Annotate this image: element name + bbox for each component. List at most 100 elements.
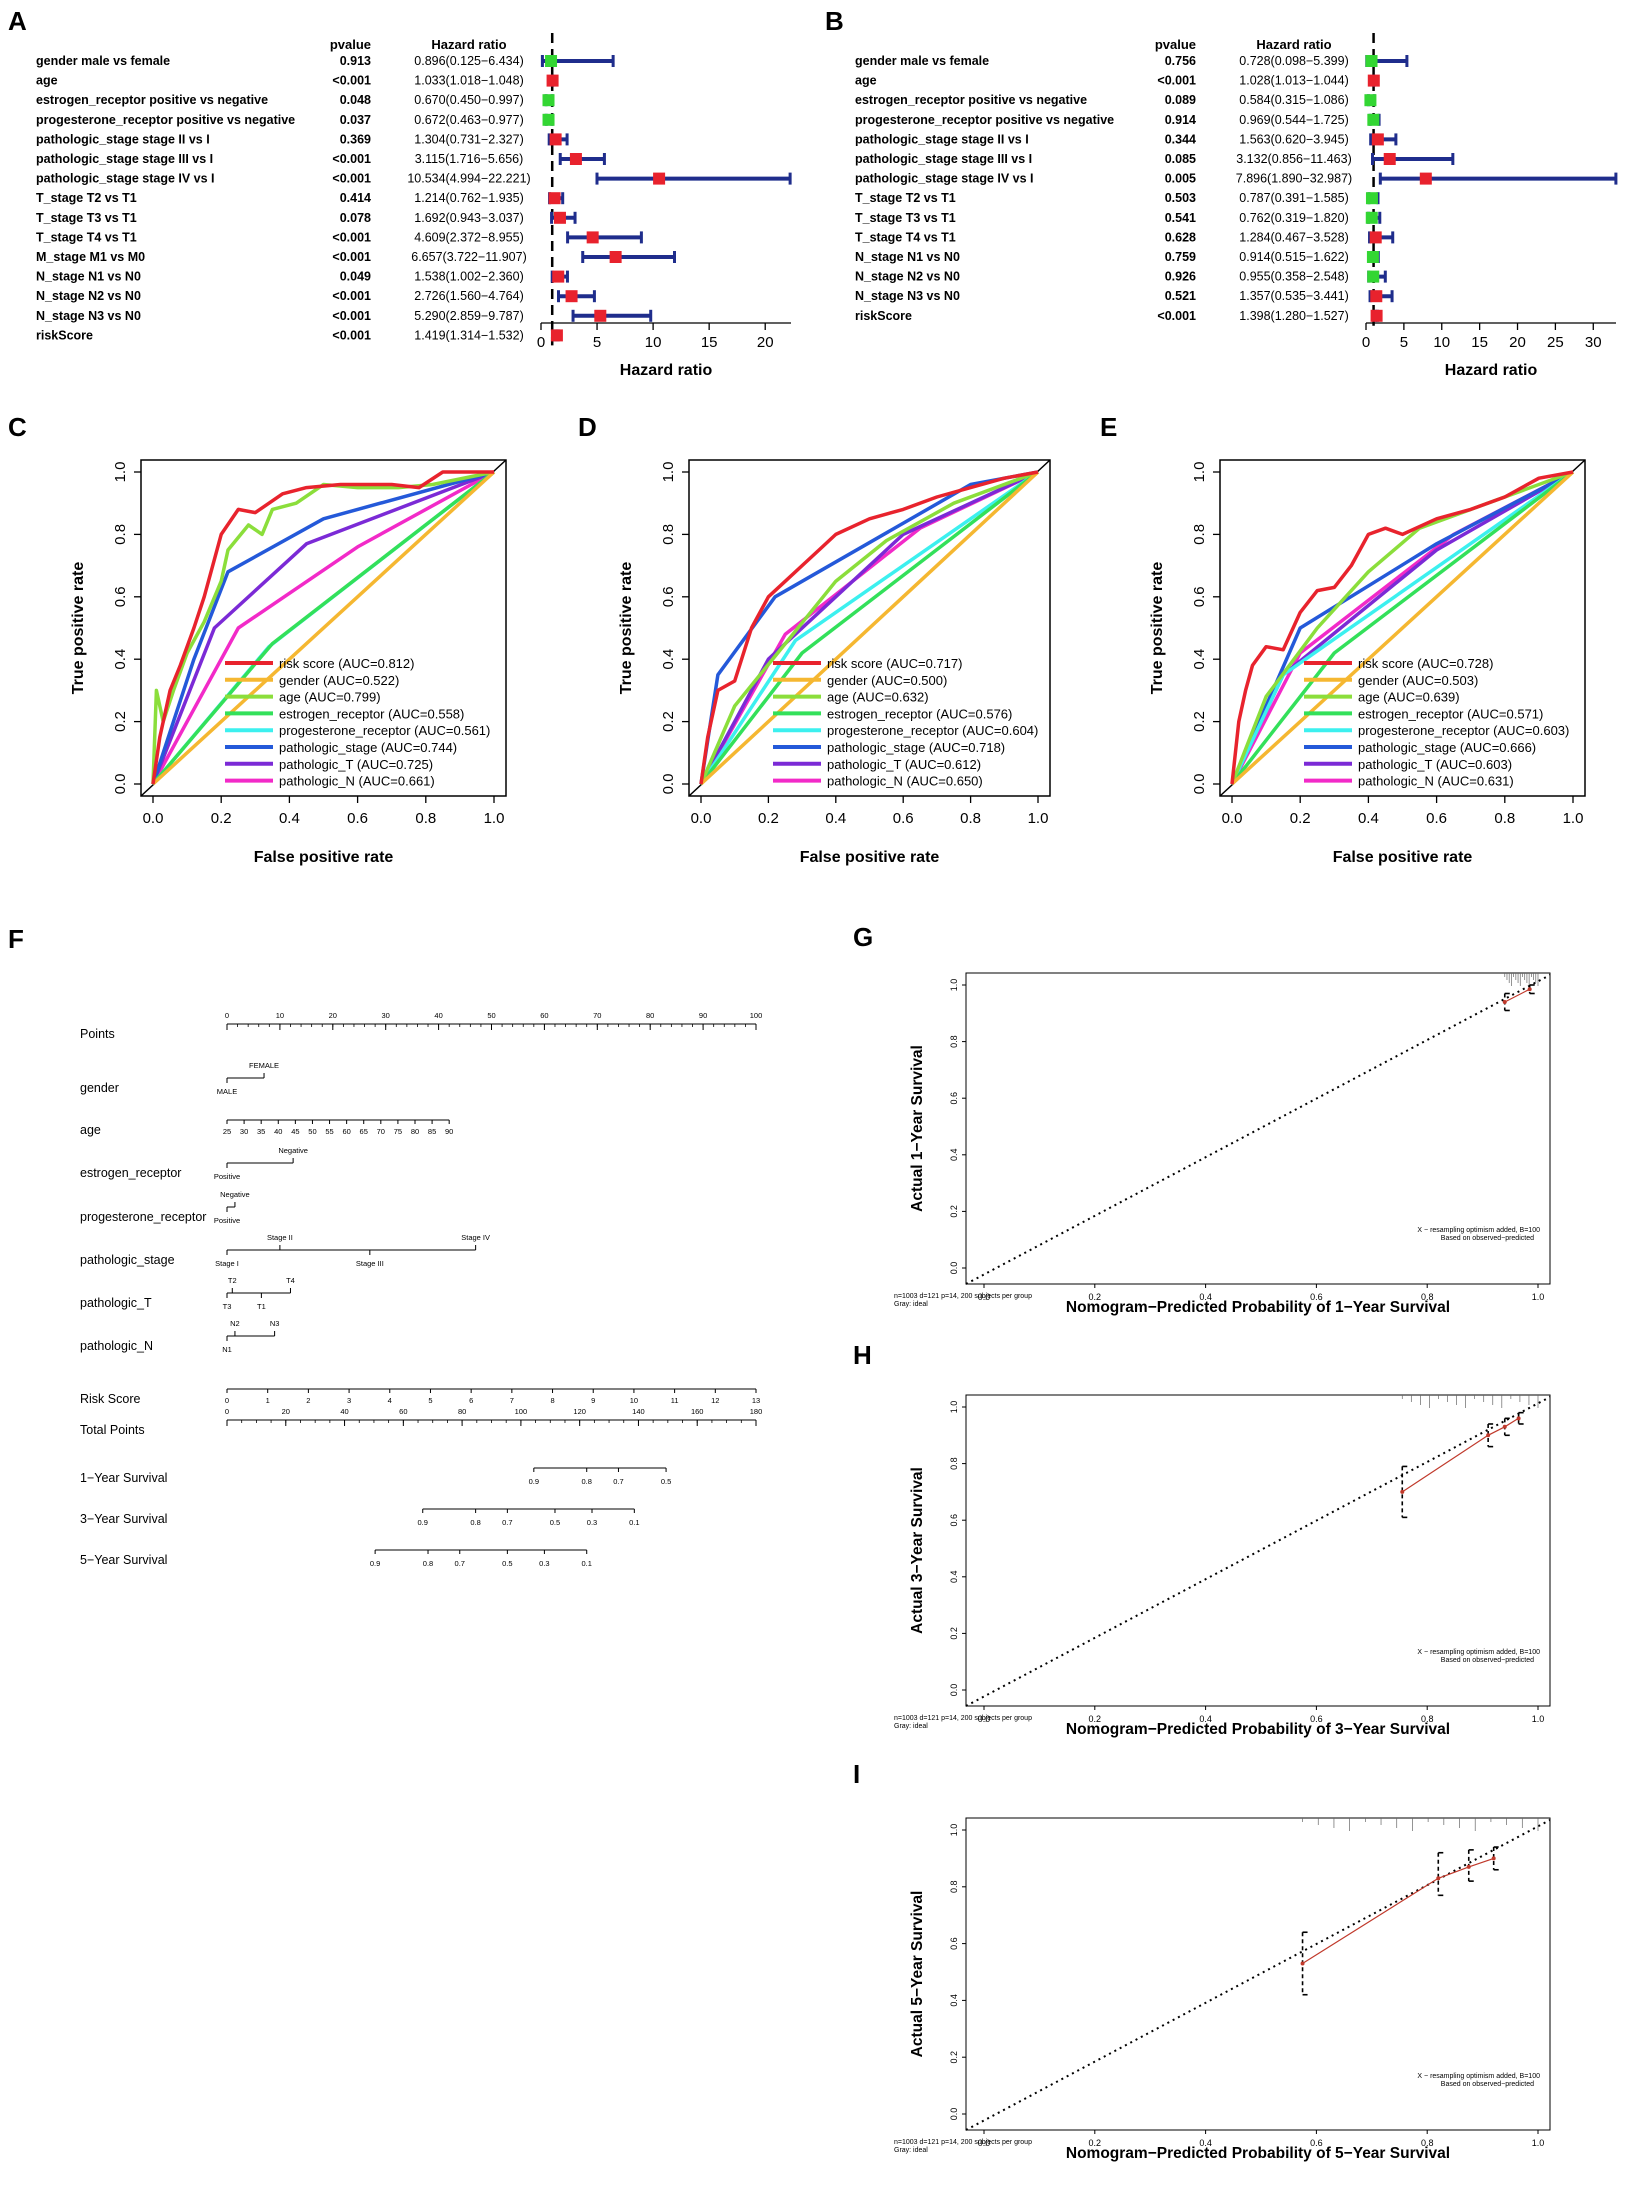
row-hazard-ratio: 0.728(0.098−5.399) xyxy=(1239,54,1348,68)
footnote: n=1003 d=121 p=14, 200 subjects per grou… xyxy=(894,1715,1032,1722)
y-tick-label: 0.8 xyxy=(1191,524,1208,545)
hr-marker xyxy=(1367,74,1380,87)
legend-label: pathologic_T (AUC=0.725) xyxy=(279,757,433,772)
legend-text: X − resampling optimism added, B=100 xyxy=(1417,2073,1540,2080)
row-pvalue: 0.078 xyxy=(340,211,371,225)
row-pvalue: <0.001 xyxy=(1157,74,1196,88)
hr-marker xyxy=(1367,113,1380,126)
scale-label: 100 xyxy=(750,1011,763,1020)
x-tick-label: 5 xyxy=(593,334,601,351)
x-axis-title: Hazard ratio xyxy=(620,362,713,379)
roc-curve-stage xyxy=(151,470,495,785)
row-hazard-ratio: 0.670(0.450−0.997) xyxy=(414,93,523,107)
calibration-point xyxy=(1400,1489,1405,1494)
x-axis-title: False positive rate xyxy=(1333,849,1473,866)
hr-marker xyxy=(609,251,622,263)
calibration-plot-G: G 0.0 0.0 0.2 0.2 0.4 0.4 0.6 0.6 0.8 0.8 1.0 1.0 X −… xyxy=(853,922,1551,1316)
nomogram-row-label: Risk Score xyxy=(80,1392,140,1406)
hr-marker xyxy=(1419,172,1432,185)
x-tick-label: 0.6 xyxy=(347,810,368,827)
scale-label: 10 xyxy=(630,1396,638,1405)
roc-curve-risk xyxy=(699,470,1039,785)
scale-label: 80 xyxy=(458,1407,466,1416)
row-pvalue: <0.001 xyxy=(1157,309,1196,323)
legend-label: progesterone_receptor (AUC=0.604) xyxy=(827,723,1038,738)
row-hazard-ratio: 4.609(2.372−8.955) xyxy=(414,230,523,244)
row-label: T_stage T3 vs T1 xyxy=(36,211,137,225)
row-hazard-ratio: 5.290(2.859−9.787) xyxy=(414,309,523,323)
legend-label: age (AUC=0.639) xyxy=(1358,690,1460,705)
y-axis-title: True positive rate xyxy=(618,562,635,695)
hr-header: Hazard ratio xyxy=(1256,37,1331,52)
hr-marker xyxy=(653,172,666,185)
scale-label: 10 xyxy=(276,1011,284,1020)
category-label: Positive xyxy=(214,1216,240,1225)
probability-label: 0.7 xyxy=(613,1477,623,1486)
category-label: T4 xyxy=(286,1276,295,1285)
hr-marker xyxy=(1365,55,1378,67)
legend-label: pathologic_N (AUC=0.661) xyxy=(279,774,435,789)
roc-curve-estrogen xyxy=(1230,470,1575,786)
hr-marker xyxy=(550,329,563,342)
hr-marker xyxy=(1365,211,1378,224)
x-tick-label: 0.2 xyxy=(211,810,232,827)
category-label: N3 xyxy=(270,1319,280,1328)
x-axis-title: False positive rate xyxy=(800,849,940,866)
x-tick-label: 5 xyxy=(1400,334,1408,351)
scale-label: 70 xyxy=(377,1127,385,1136)
x-tick-label: 1.0 xyxy=(1532,1292,1545,1302)
legend-label: gender (AUC=0.500) xyxy=(827,673,947,688)
row-label: pathologic_stage stage IV vs I xyxy=(36,172,215,186)
calibration-point xyxy=(1502,999,1507,1004)
row-pvalue: 0.926 xyxy=(1165,270,1196,284)
roc-curve-gender xyxy=(151,470,496,786)
row-hazard-ratio: 3.115(1.716−5.656) xyxy=(415,152,524,166)
nomogram-row-label: estrogen_receptor xyxy=(80,1166,181,1180)
roc-curve-t xyxy=(151,470,495,785)
row-label: age xyxy=(855,74,877,88)
y-axis-title: Actual 1−Year Survival xyxy=(909,1045,926,1212)
panel-letter: F xyxy=(8,924,24,954)
row-hazard-ratio: 0.969(0.544−1.725) xyxy=(1239,113,1348,127)
x-tick-label: 0.8 xyxy=(415,810,436,827)
hr-marker xyxy=(1365,192,1378,205)
y-tick-label: 0.4 xyxy=(949,1149,959,1162)
scale-label: 20 xyxy=(329,1011,337,1020)
row-label: pathologic_stage stage II vs I xyxy=(855,132,1029,146)
scale-label: 11 xyxy=(671,1396,679,1405)
legend-text: Based on observed−predicted xyxy=(1441,1235,1534,1242)
scale-label: 1 xyxy=(266,1396,270,1405)
row-hazard-ratio: 1.419(1.314−1.532) xyxy=(414,328,523,342)
row-label: N_stage N2 vs N0 xyxy=(855,270,960,284)
probability-label: 0.3 xyxy=(539,1559,549,1568)
x-tick-label: 0.4 xyxy=(279,810,300,827)
row-hazard-ratio: 0.914(0.515−1.622) xyxy=(1239,250,1348,264)
scale-label: 0 xyxy=(225,1011,229,1020)
row-hazard-ratio: 1.398(1.280−1.527) xyxy=(1239,309,1348,323)
y-tick-label: 0.0 xyxy=(112,774,129,795)
hr-marker xyxy=(1383,153,1396,165)
row-pvalue: 0.759 xyxy=(1165,250,1196,264)
ideal-line xyxy=(965,1396,1551,1707)
y-tick-label: 0.6 xyxy=(112,586,129,607)
legend-label: estrogen_receptor (AUC=0.576) xyxy=(827,706,1012,721)
row-hazard-ratio: 0.955(0.358−2.548) xyxy=(1239,270,1348,284)
y-axis-title: Actual 3−Year Survival xyxy=(909,1467,926,1634)
row-label: N_stage N1 vs N0 xyxy=(36,270,141,284)
panel-letter: E xyxy=(1100,412,1117,442)
scale-label: 25 xyxy=(223,1127,231,1136)
probability-label: 0.8 xyxy=(423,1559,433,1568)
scale-label: 7 xyxy=(510,1396,514,1405)
row-pvalue: 0.085 xyxy=(1165,152,1196,166)
x-tick-label: 15 xyxy=(1471,334,1488,351)
y-axis-title: True positive rate xyxy=(1149,562,1166,695)
panel-letter: B xyxy=(825,6,844,36)
row-pvalue: 0.037 xyxy=(340,113,371,127)
nomogram-row-label: Total Points xyxy=(80,1423,145,1437)
x-tick-label: 1.0 xyxy=(1028,810,1049,827)
x-tick-label: 0.4 xyxy=(1199,1292,1212,1302)
row-label: riskScore xyxy=(36,328,93,342)
